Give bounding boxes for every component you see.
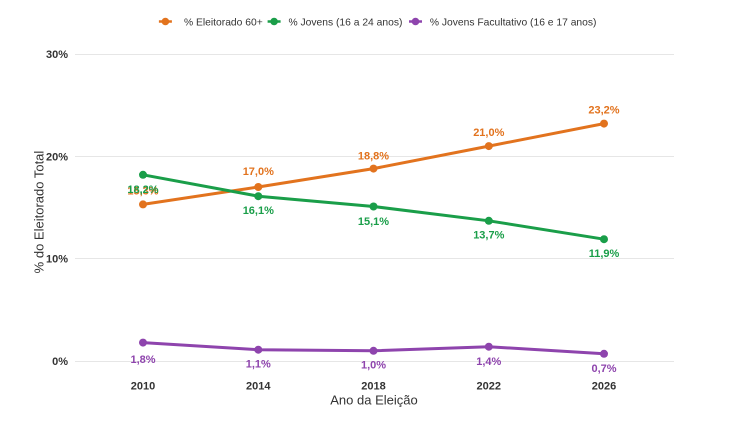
svg-text:17,0%: 17,0% — [243, 166, 274, 178]
svg-text:16,1%: 16,1% — [243, 205, 274, 217]
svg-text:2010: 2010 — [131, 380, 155, 392]
svg-text:1,8%: 1,8% — [130, 354, 155, 366]
svg-text:18,8%: 18,8% — [358, 150, 389, 162]
svg-text:2018: 2018 — [361, 380, 385, 392]
svg-text:20%: 20% — [46, 151, 68, 163]
svg-text:23,2%: 23,2% — [588, 104, 619, 116]
svg-text:% do Eleitorado Total: % do Eleitorado Total — [32, 151, 47, 274]
svg-text:30%: 30% — [46, 49, 68, 61]
svg-text:2022: 2022 — [477, 380, 501, 392]
svg-text:Ano da Eleição: Ano da Eleição — [330, 392, 417, 407]
svg-text:% Eleitorado 60+: % Eleitorado 60+ — [184, 17, 263, 28]
svg-text:10%: 10% — [46, 254, 68, 266]
svg-text:0%: 0% — [52, 356, 68, 368]
svg-text:13,7%: 13,7% — [473, 229, 504, 241]
svg-text:1,1%: 1,1% — [246, 359, 271, 371]
svg-text:1,0%: 1,0% — [361, 360, 386, 372]
svg-text:2026: 2026 — [592, 380, 616, 392]
svg-text:% Jovens (16 a 24 anos): % Jovens (16 a 24 anos) — [289, 17, 403, 28]
svg-text:15,3%: 15,3% — [127, 185, 158, 197]
svg-text:11,9%: 11,9% — [589, 248, 620, 260]
svg-text:% Jovens Facultativo (16 e 17: % Jovens Facultativo (16 e 17 anos) — [430, 17, 597, 28]
svg-text:1,4%: 1,4% — [476, 356, 501, 368]
svg-text:15,1%: 15,1% — [358, 216, 389, 228]
svg-text:18,2%: 18,2% — [127, 184, 158, 196]
svg-text:2014: 2014 — [246, 380, 271, 392]
svg-text:21,0%: 21,0% — [473, 127, 504, 139]
svg-text:0,7%: 0,7% — [591, 363, 616, 375]
